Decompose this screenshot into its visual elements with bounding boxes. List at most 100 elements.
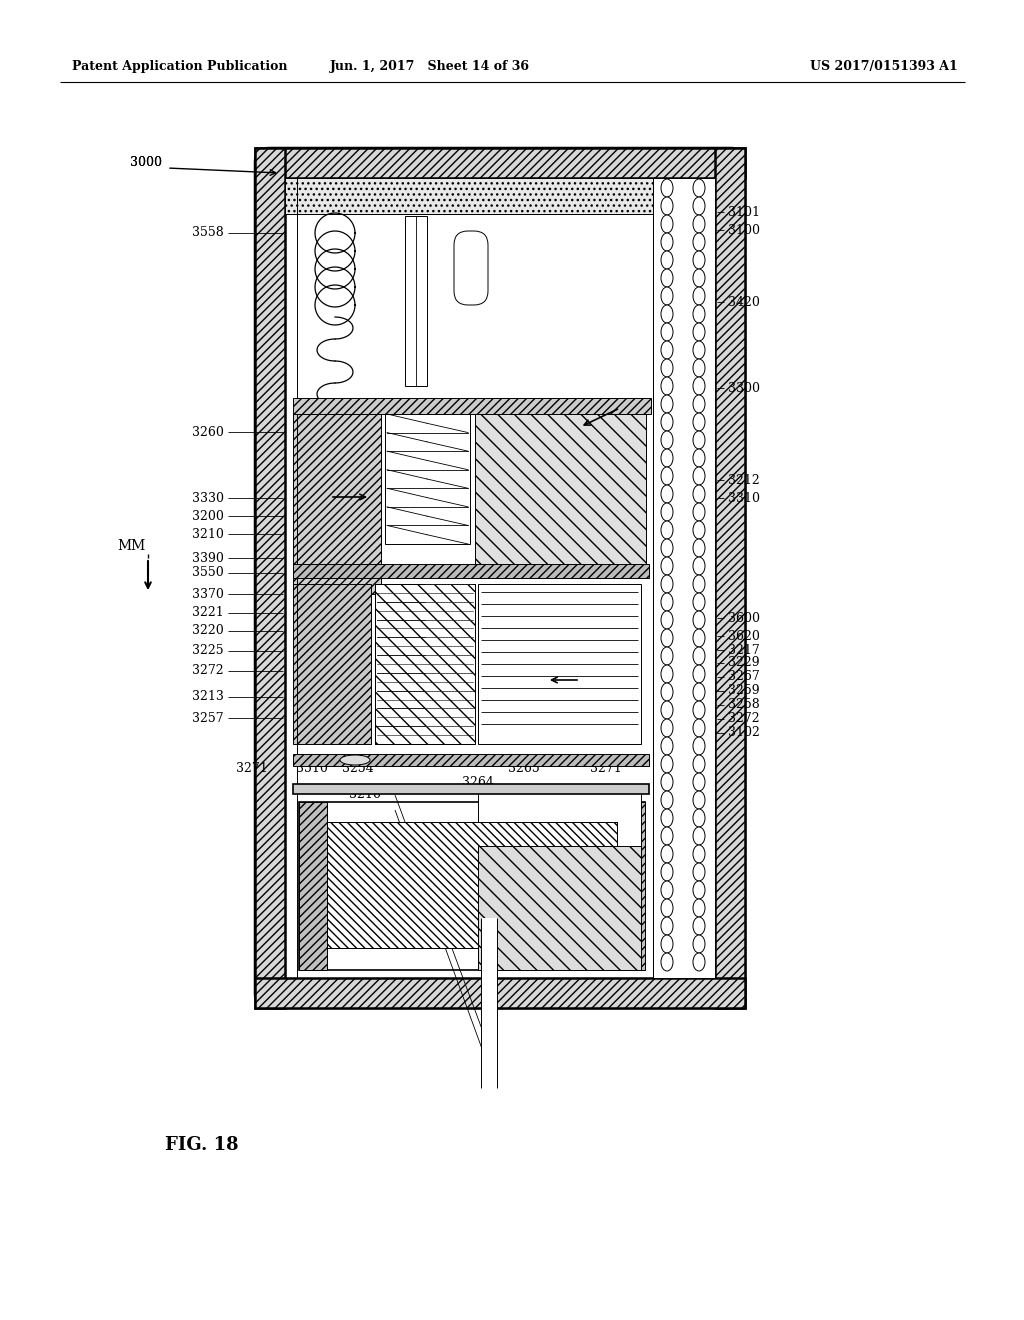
Ellipse shape (662, 682, 673, 701)
Ellipse shape (693, 197, 705, 215)
Bar (327, 822, 617, 948)
Ellipse shape (693, 449, 705, 467)
Ellipse shape (693, 917, 705, 935)
Ellipse shape (662, 719, 673, 737)
Ellipse shape (693, 828, 705, 845)
FancyBboxPatch shape (454, 231, 488, 305)
Ellipse shape (693, 593, 705, 611)
Ellipse shape (662, 180, 673, 197)
Ellipse shape (693, 611, 705, 630)
Text: 3260: 3260 (193, 425, 224, 438)
Text: 3310: 3310 (728, 491, 760, 504)
Ellipse shape (693, 701, 705, 719)
Bar (375, 583, 475, 744)
Text: 3370: 3370 (193, 587, 224, 601)
Bar (293, 583, 371, 744)
Ellipse shape (662, 791, 673, 809)
Text: 3600: 3600 (728, 611, 760, 624)
Text: 3216: 3216 (349, 788, 381, 801)
Text: 3330: 3330 (193, 491, 224, 504)
Ellipse shape (693, 845, 705, 863)
Ellipse shape (662, 953, 673, 972)
Ellipse shape (693, 413, 705, 432)
Ellipse shape (693, 809, 705, 828)
Ellipse shape (662, 539, 673, 557)
Text: 3272: 3272 (193, 664, 223, 677)
Text: 3271: 3271 (590, 763, 622, 776)
Bar (481, 917, 497, 1088)
Bar (715, 148, 745, 1008)
Ellipse shape (693, 305, 705, 323)
Text: 3102: 3102 (728, 726, 760, 739)
Bar (293, 754, 649, 766)
Ellipse shape (693, 665, 705, 682)
Bar (375, 583, 475, 744)
Ellipse shape (662, 917, 673, 935)
Ellipse shape (662, 432, 673, 449)
Ellipse shape (662, 215, 673, 234)
Ellipse shape (662, 269, 673, 286)
Text: 3101: 3101 (728, 206, 760, 219)
Ellipse shape (662, 467, 673, 484)
Ellipse shape (693, 719, 705, 737)
Text: 3258: 3258 (728, 698, 760, 711)
Ellipse shape (693, 251, 705, 269)
Bar (653, 178, 715, 978)
Text: 3550: 3550 (193, 566, 224, 579)
Ellipse shape (662, 845, 673, 863)
Ellipse shape (662, 809, 673, 828)
Bar (255, 978, 745, 1008)
Text: Jun. 1, 2017   Sheet 14 of 36: Jun. 1, 2017 Sheet 14 of 36 (330, 59, 530, 73)
Text: 3220: 3220 (193, 624, 224, 638)
Text: 3200: 3200 (193, 510, 224, 523)
Ellipse shape (340, 755, 370, 766)
Text: 3218: 3218 (349, 804, 381, 817)
Ellipse shape (693, 432, 705, 449)
Bar (478, 846, 641, 970)
Ellipse shape (662, 286, 673, 305)
Text: US 2017/0151393 A1: US 2017/0151393 A1 (810, 59, 958, 73)
Bar (385, 414, 470, 544)
Ellipse shape (693, 682, 705, 701)
Text: 3102: 3102 (656, 748, 688, 762)
Ellipse shape (693, 755, 705, 774)
Ellipse shape (662, 737, 673, 755)
Ellipse shape (662, 863, 673, 880)
Ellipse shape (693, 395, 705, 413)
Text: 3510: 3510 (296, 763, 328, 776)
Ellipse shape (693, 774, 705, 791)
Bar (255, 148, 745, 178)
Text: 3100: 3100 (728, 223, 760, 236)
Text: 3558: 3558 (193, 227, 224, 239)
Ellipse shape (693, 539, 705, 557)
Ellipse shape (662, 557, 673, 576)
Text: Patent Application Publication: Patent Application Publication (72, 59, 288, 73)
Ellipse shape (693, 791, 705, 809)
Ellipse shape (662, 755, 673, 774)
Ellipse shape (693, 215, 705, 234)
Ellipse shape (693, 521, 705, 539)
Bar (478, 583, 641, 744)
Ellipse shape (693, 378, 705, 395)
Ellipse shape (693, 630, 705, 647)
Ellipse shape (662, 521, 673, 539)
Ellipse shape (693, 359, 705, 378)
Text: 3265: 3265 (508, 763, 540, 776)
Bar (293, 414, 381, 594)
Ellipse shape (662, 305, 673, 323)
Ellipse shape (662, 378, 673, 395)
Ellipse shape (693, 341, 705, 359)
Text: 3259: 3259 (728, 685, 760, 697)
Text: 3000: 3000 (130, 156, 162, 169)
Bar (293, 564, 649, 578)
Ellipse shape (693, 647, 705, 665)
Ellipse shape (693, 269, 705, 286)
Text: 3225: 3225 (193, 644, 223, 657)
Ellipse shape (662, 647, 673, 665)
Ellipse shape (662, 630, 673, 647)
Text: 3620: 3620 (728, 630, 760, 643)
Text: 3254: 3254 (342, 763, 374, 776)
Ellipse shape (693, 503, 705, 521)
Bar (406, 216, 427, 385)
Ellipse shape (693, 953, 705, 972)
